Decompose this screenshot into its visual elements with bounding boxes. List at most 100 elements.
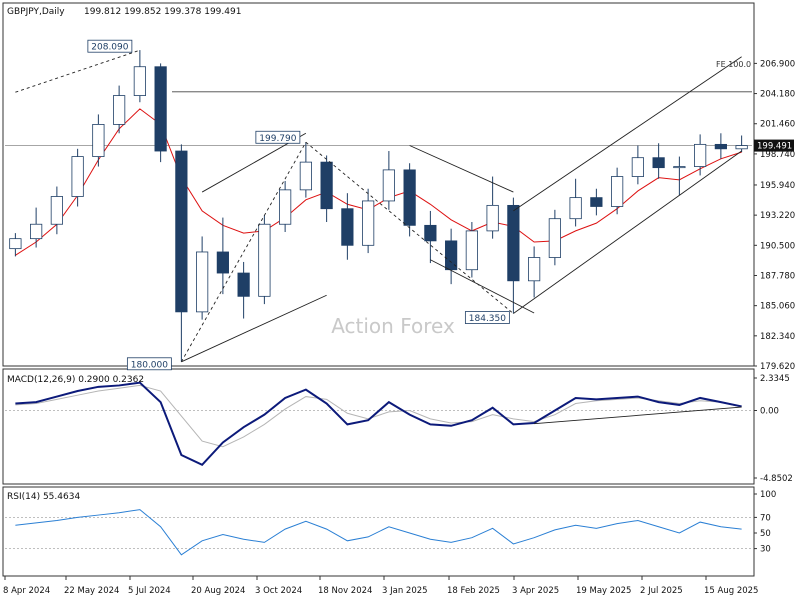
price-tick-label: 204.180: [760, 90, 795, 100]
candle: [299, 142, 312, 198]
macd-tick-label: 2.3345: [760, 374, 790, 384]
rsi-tick-label: 50: [760, 529, 771, 539]
candle-body: [258, 223, 271, 297]
candle-body: [216, 251, 229, 274]
trendline-channel2-upper: [409, 145, 514, 193]
candle-body: [631, 157, 644, 177]
macd-signal-line: [15, 384, 742, 448]
candle-body: [175, 150, 188, 313]
candle-body: [113, 95, 126, 125]
price-annotation-text: 180.000: [131, 360, 168, 370]
macd-tick-label: 0.00: [760, 406, 779, 416]
candle-body: [362, 200, 375, 246]
candle: [92, 114, 105, 167]
price-tick-label: 198.740: [760, 150, 795, 160]
candle-body: [92, 124, 105, 157]
candle-body: [30, 223, 43, 240]
price-annotation: 199.790: [255, 130, 301, 144]
last-price-tag: 199.491: [754, 139, 794, 152]
candle: [611, 167, 624, 215]
candle: [30, 207, 43, 248]
candle: [196, 236, 209, 320]
candle-body: [611, 176, 624, 207]
x-tick-label: 3 Oct 2024: [255, 586, 302, 596]
candle-body: [154, 66, 167, 152]
candle: [133, 50, 146, 103]
macd-panel: 2.3345 0.00 -4.8502: [5, 374, 793, 484]
candle-body: [424, 224, 437, 242]
price-panel: 206.900 204.180 201.460 198.740 195.940 193.2…: [5, 39, 795, 372]
candle: [403, 163, 416, 237]
last-price-tag-box: [754, 139, 794, 152]
candle: [652, 143, 665, 179]
x-tick-label: 19 May 2025: [576, 586, 631, 596]
candle: [424, 210, 437, 264]
rsi-label: RSI(14) 55.4634: [7, 492, 80, 502]
macd-line: [15, 381, 742, 466]
price-tick-label: 187.780: [760, 271, 795, 281]
candle: [694, 134, 707, 176]
candle: [50, 186, 63, 235]
candle: [548, 209, 561, 266]
rsi-tick-label: 100: [760, 490, 776, 500]
candle: [486, 176, 499, 239]
candle-body: [133, 66, 146, 96]
price-annotation-text: 199.790: [259, 134, 296, 144]
x-tick-label: 18 Nov 2024: [318, 586, 372, 596]
candle-body: [279, 189, 292, 225]
price-annotation-box: [255, 130, 301, 144]
x-axis: 8 Apr 2024 22 May 2024 5 Jul 2024 20 Aug 20…: [3, 576, 758, 596]
rsi-panel: 100 70 50 30: [5, 490, 776, 556]
price-tick-label: 206.900: [760, 59, 795, 69]
rsi-tick-label: 30: [760, 545, 771, 555]
rsi-tick-label: 70: [760, 513, 771, 523]
rsi-line: [15, 509, 742, 556]
price-tick-label: 185.060: [760, 302, 795, 312]
candle-body: [548, 218, 561, 258]
candle-body: [9, 238, 22, 250]
price-tick-label: 179.620: [760, 362, 795, 372]
candle: [320, 155, 333, 223]
candle: [279, 180, 292, 233]
candle-body: [382, 169, 395, 202]
candle: [528, 246, 541, 298]
price-annotation-text: 208.090: [91, 43, 128, 53]
candle-body: [694, 143, 707, 167]
price-tick-label: 193.220: [760, 211, 795, 221]
price-tick-label: 195.940: [760, 181, 795, 191]
x-tick-label: 8 Apr 2024: [3, 586, 50, 596]
ohlc-label: 199.812 199.852 199.378 199.491: [84, 7, 241, 17]
rsi-panel-frame: [2, 486, 755, 577]
candle-body: [569, 197, 582, 220]
candle: [714, 133, 727, 159]
trendline-channel3-lower: [513, 150, 742, 314]
candle: [216, 217, 229, 295]
x-tick-label: 3 Jan 2025: [382, 586, 428, 596]
trendline-channel1-lower: [181, 294, 327, 363]
candle: [113, 85, 126, 134]
symbol-label: GBPJPY,Daily: [7, 7, 65, 17]
macd-trendline: [534, 406, 742, 425]
x-tick-label: 2 Jul 2025: [640, 586, 683, 596]
candle: [673, 156, 686, 196]
candle-body: [445, 240, 458, 271]
candle-body: [465, 230, 478, 271]
candle: [465, 222, 478, 278]
x-tick-label: 18 Feb 2025: [447, 586, 500, 596]
candle: [507, 197, 520, 314]
x-tick-label: 20 Aug 2024: [191, 586, 245, 596]
fe-label: FE 100.0: [716, 60, 751, 69]
candle: [341, 193, 354, 260]
price-tick-label: 182.340: [760, 332, 795, 342]
candle: [154, 63, 167, 163]
x-tick-label: 3 Apr 2025: [512, 586, 559, 596]
candle-body: [528, 257, 541, 282]
candle: [590, 188, 603, 216]
candle-body: [673, 166, 686, 169]
candle: [631, 145, 644, 185]
candle-body: [237, 272, 250, 297]
candle: [175, 144, 188, 362]
